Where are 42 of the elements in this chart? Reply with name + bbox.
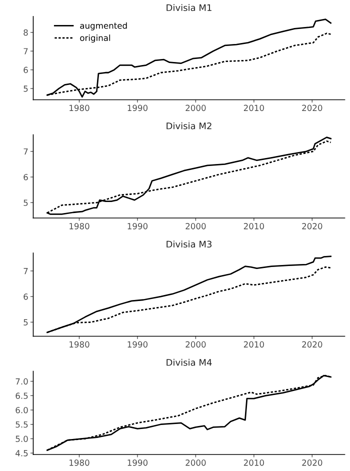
x-tick-label: 1990 bbox=[128, 223, 148, 230]
x-tick-label: 1990 bbox=[128, 460, 148, 466]
x-tick-label: 2020 bbox=[302, 223, 322, 230]
chart-title: Divisia M4 bbox=[166, 358, 212, 366]
y-tick-label: 5.0 bbox=[16, 436, 28, 442]
x-tick-label: 2010 bbox=[244, 341, 264, 348]
y-tick-label: 5 bbox=[24, 86, 28, 92]
x-tick-label: 1980 bbox=[70, 341, 90, 348]
chart-title: Divisia M1 bbox=[166, 4, 212, 12]
y-tick-label: 8 bbox=[24, 29, 28, 36]
x-tick-label: 1990 bbox=[128, 104, 148, 112]
x-tick-label: 1980 bbox=[70, 460, 90, 466]
x-tick-label: 2020 bbox=[302, 460, 322, 466]
x-tick-label: 2020 bbox=[302, 104, 322, 112]
y-tick-label: 5.5 bbox=[16, 421, 28, 428]
x-tick-label: 2010 bbox=[244, 460, 264, 466]
x-tick-label: 2000 bbox=[186, 341, 206, 348]
y-tick-label: 7.0 bbox=[16, 378, 28, 385]
y-tick-label: 7 bbox=[24, 48, 28, 54]
y-tick-label: 7 bbox=[24, 268, 28, 274]
y-tick-label: 6.0 bbox=[16, 406, 28, 414]
y-tick-label: 6.5 bbox=[16, 392, 28, 399]
y-tick-label: 6 bbox=[24, 174, 28, 180]
y-tick-label: 5 bbox=[24, 200, 28, 206]
x-tick-label: 2000 bbox=[186, 104, 206, 112]
x-tick-label: 2020 bbox=[302, 341, 322, 348]
y-tick-label: 7 bbox=[24, 148, 28, 155]
x-tick-label: 2000 bbox=[186, 460, 206, 466]
x-tick-label: 2010 bbox=[244, 223, 264, 230]
x-tick-label: 1980 bbox=[70, 104, 90, 112]
x-tick-label: 1990 bbox=[128, 341, 148, 348]
x-tick-label: 2010 bbox=[244, 104, 264, 112]
y-tick-label: 5 bbox=[24, 319, 28, 326]
chart-title: Divisia M2 bbox=[166, 122, 212, 130]
y-tick-label: 6 bbox=[24, 294, 28, 300]
y-tick-label: 4.5 bbox=[16, 450, 28, 456]
chart-title: Divisia M3 bbox=[166, 240, 212, 248]
legend-label: original bbox=[80, 34, 110, 43]
legend-label: augmented bbox=[80, 22, 127, 30]
x-tick-label: 2000 bbox=[186, 223, 206, 230]
x-tick-label: 1980 bbox=[70, 223, 90, 230]
y-tick-label: 6 bbox=[24, 66, 28, 74]
